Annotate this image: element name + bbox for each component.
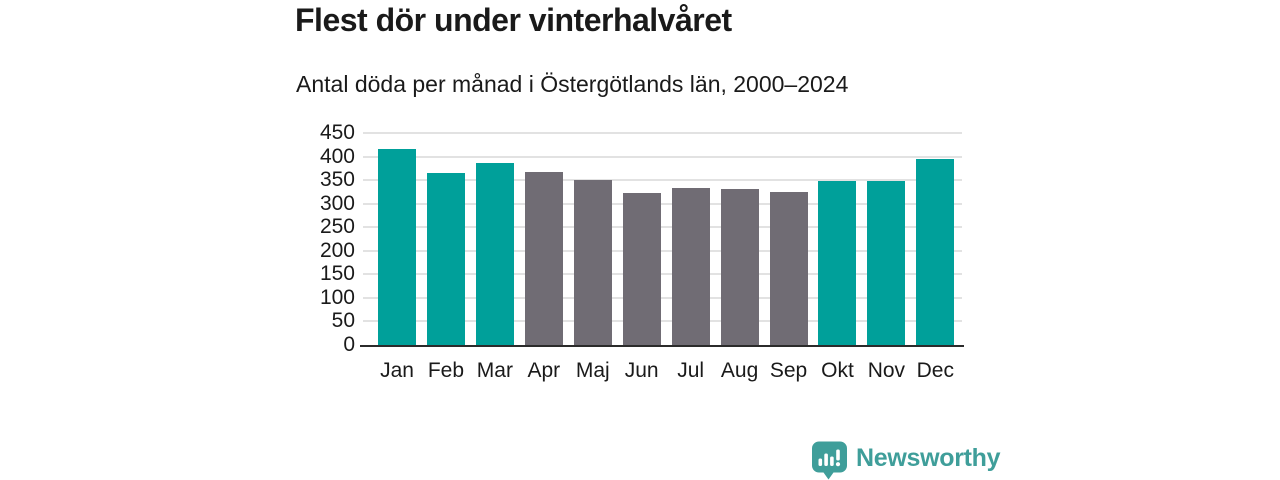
bar-dec bbox=[916, 158, 955, 345]
bar-mar bbox=[475, 163, 514, 345]
bar-apr bbox=[524, 171, 563, 345]
x-tick-label: Jun bbox=[624, 359, 659, 382]
y-tick-label: 250 bbox=[319, 215, 355, 239]
y-gridline bbox=[363, 249, 962, 252]
y-gridline bbox=[363, 226, 962, 229]
y-gridline bbox=[363, 320, 962, 323]
newsworthy-wordmark: Newsworthy bbox=[856, 444, 1001, 472]
chart-subtitle: Antal döda per månad i Östergötlands län… bbox=[296, 71, 849, 97]
x-tick-label: Aug bbox=[720, 359, 759, 382]
x-tick-label: Feb bbox=[427, 359, 465, 382]
y-tick-label: 100 bbox=[319, 285, 355, 309]
x-tick-label: Okt bbox=[821, 359, 854, 382]
x-tick-label: Apr bbox=[527, 359, 561, 382]
chart-title: Flest dör under vinterhalvåret bbox=[295, 2, 732, 38]
y-tick-label: 350 bbox=[319, 168, 355, 192]
bar-jan bbox=[378, 148, 416, 345]
newsworthy-bar-chart-bubble-icon bbox=[812, 441, 847, 480]
y-gridline bbox=[363, 296, 962, 299]
y-tick-label: 0 bbox=[343, 333, 355, 356]
bar-nov bbox=[867, 180, 906, 345]
y-tick-label: 400 bbox=[319, 144, 355, 168]
x-tick-label: Sep bbox=[769, 359, 808, 382]
x-tick-label: Jul bbox=[677, 359, 705, 382]
bar-sep bbox=[769, 192, 808, 345]
y-gridline bbox=[363, 202, 962, 205]
bar-chart-plot: 0 50 100 150 200 250 300 350 400 450 Jan Feb Mar Apr M… bbox=[320, 122, 964, 382]
newsworthy-logo[interactable]: Newsworthy bbox=[811, 441, 1001, 480]
y-tick-label: 50 bbox=[331, 309, 355, 333]
y-gridline bbox=[363, 273, 962, 276]
y-tick-label: 150 bbox=[319, 262, 355, 286]
x-tick-label: Dec bbox=[916, 359, 954, 382]
bar-maj bbox=[573, 180, 612, 345]
bar-feb bbox=[426, 172, 465, 345]
bar-aug bbox=[720, 188, 759, 345]
y-tick-label: 450 bbox=[319, 121, 355, 144]
bar-jun bbox=[622, 193, 661, 345]
y-tick-label: 300 bbox=[319, 191, 355, 215]
x-tick-label: Nov bbox=[867, 359, 906, 382]
x-tick-label: Maj bbox=[575, 359, 610, 382]
bar-okt bbox=[818, 181, 857, 345]
y-gridline bbox=[363, 155, 962, 158]
y-gridline bbox=[363, 179, 962, 182]
bar-jul bbox=[671, 188, 710, 345]
x-axis-line bbox=[360, 345, 964, 347]
y-tick-label: 200 bbox=[319, 238, 355, 262]
x-tick-label: Mar bbox=[476, 359, 513, 382]
y-gridline bbox=[363, 132, 962, 134]
x-tick-label: Jan bbox=[380, 359, 414, 382]
